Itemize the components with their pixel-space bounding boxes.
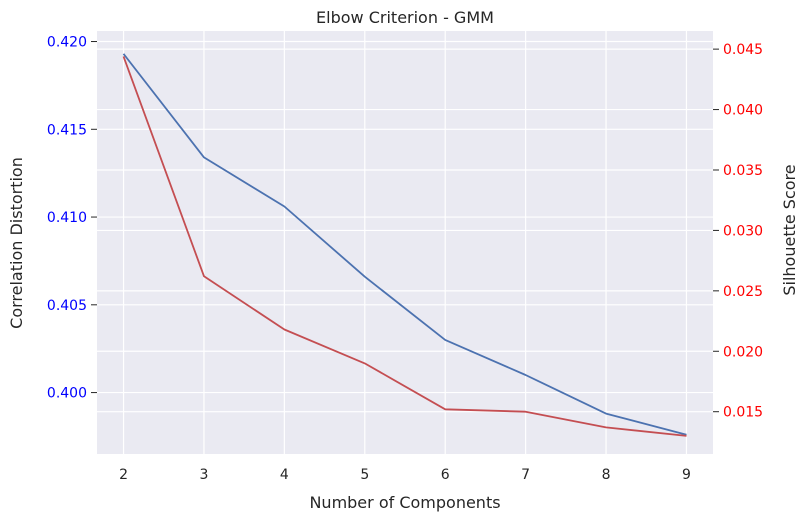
x-tick-label: 7 <box>521 467 530 483</box>
right-y-tick-label: 0.040 <box>723 103 763 119</box>
chart-title: Elbow Criterion - GMM <box>316 8 494 27</box>
right-y-tick-label: 0.025 <box>723 284 763 300</box>
plot-area <box>97 31 713 454</box>
x-tick-label: 5 <box>360 467 369 483</box>
series-lines <box>122 53 687 437</box>
x-tick-label: 6 <box>441 467 450 483</box>
x-tick-label: 4 <box>280 467 289 483</box>
right-y-tick-label: 0.015 <box>723 405 763 421</box>
x-tick-label: 8 <box>602 467 611 483</box>
x-tick-label: 9 <box>682 467 691 483</box>
right-y-tick-label: 0.020 <box>723 344 763 360</box>
left-y-tick-label: 0.415 <box>47 122 87 138</box>
right-y-tick-label: 0.030 <box>723 223 763 239</box>
right-y-tick-label: 0.045 <box>723 42 763 58</box>
right-y-tick-label: 0.035 <box>723 163 763 179</box>
right-y-axis-ticks: 0.015 0.020 0.025 0.030 0.035 0.040 0.045 <box>713 42 763 421</box>
left-y-tick-label: 0.420 <box>47 35 87 51</box>
left-y-tick-label: 0.400 <box>47 386 87 402</box>
silhouette-score-line <box>122 56 687 437</box>
left-y-tick-label: 0.405 <box>47 298 87 314</box>
x-tick-label: 2 <box>119 467 128 483</box>
x-tick-label: 3 <box>199 467 208 483</box>
correlation-distortion-line <box>122 53 687 436</box>
left-y-axis-ticks: 0.400 0.405 0.410 0.415 0.420 <box>47 35 97 402</box>
grid-lines <box>97 31 713 454</box>
left-y-axis-title: Correlation Distortion <box>7 157 26 329</box>
x-axis-ticks: 2 3 4 5 6 7 8 9 <box>119 467 691 483</box>
left-y-tick-label: 0.410 <box>47 210 87 226</box>
x-axis-title: Number of Components <box>309 493 500 512</box>
right-y-axis-title: Silhouette Score <box>780 164 799 295</box>
